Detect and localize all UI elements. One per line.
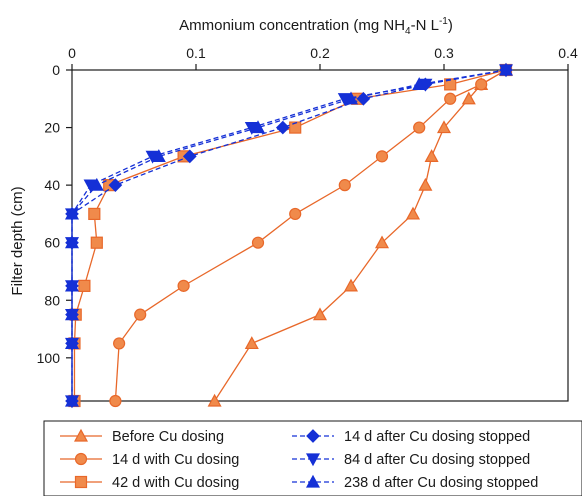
legend-item: 42 d with Cu dosing [60, 475, 239, 491]
data-point [78, 279, 91, 292]
y-tick-label: 0 [52, 62, 60, 78]
data-point [109, 394, 122, 408]
series-4 [65, 63, 513, 408]
series-line [71, 69, 507, 401]
data-point [413, 121, 426, 134]
series-2 [109, 63, 513, 408]
data-point [475, 78, 488, 91]
series-line [114, 69, 507, 402]
y-tick-label: 40 [44, 177, 60, 193]
legend-label: Before Cu dosing [112, 429, 224, 445]
data-point [343, 278, 359, 292]
legend-label: 84 d after Cu dosing stopped [344, 452, 530, 468]
legend-item: 84 d after Cu dosing stopped [292, 452, 530, 468]
data-point [375, 150, 389, 163]
legend-item: 14 d after Cu dosing stopped [292, 429, 530, 445]
legend-marker [306, 429, 320, 443]
data-point [461, 91, 476, 105]
series-line [73, 69, 507, 401]
data-point [312, 307, 328, 321]
series-line [214, 69, 507, 402]
x-tick-label: 0.3 [434, 45, 454, 61]
data-point [89, 177, 104, 191]
data-point [405, 206, 421, 220]
data-point [498, 62, 514, 76]
data-point [64, 235, 80, 249]
series-1 [207, 62, 514, 407]
legend: Before Cu dosing 14 d with Cu dosing 42 d … [43, 420, 582, 496]
x-tick-label: 0.2 [310, 45, 330, 61]
data-point [424, 149, 439, 162]
legend-label: 14 d after Cu dosing stopped [344, 429, 530, 445]
data-point [251, 236, 265, 249]
data-point [182, 149, 197, 164]
data-point [64, 393, 80, 407]
data-point [418, 177, 433, 191]
y-tick-label: 20 [44, 120, 60, 136]
data-point [338, 179, 351, 192]
legend-marker [73, 428, 89, 442]
data-point [88, 207, 101, 221]
data-point [113, 337, 126, 350]
data-point [134, 308, 147, 321]
plot-area: 0 0.1 0.2 0.3 0.4 0 20 40 60 80 100 [37, 45, 578, 409]
series-5 [64, 64, 514, 409]
x-tick-label: 0.1 [186, 45, 206, 61]
x-tick-label: 0.4 [558, 45, 578, 61]
data-point [412, 77, 427, 90]
legend-marker [305, 453, 321, 467]
data-point [64, 307, 80, 321]
legend-item: 238 d after Cu dosing stopped [292, 474, 538, 491]
legend-marker [74, 475, 88, 489]
legend-item: Before Cu dosing [60, 428, 224, 445]
data-point [90, 236, 103, 249]
legend-marker [74, 452, 88, 466]
y-axis-title: Filter depth (cm) [9, 186, 26, 295]
series-line [71, 69, 507, 401]
data-point [275, 120, 290, 135]
data-point [244, 336, 259, 350]
series-line [71, 69, 507, 401]
data-point [436, 120, 452, 134]
data-point [64, 336, 80, 350]
data-point [177, 279, 190, 292]
legend-marker [305, 474, 321, 488]
data-point [250, 120, 266, 134]
data-point [207, 393, 222, 407]
series-6 [64, 62, 514, 407]
x-tick-label: 0 [68, 45, 76, 61]
data-point [108, 178, 123, 192]
data-point [343, 91, 359, 105]
y-tick-label: 100 [37, 350, 61, 366]
data-point [289, 121, 302, 134]
data-point [444, 92, 457, 105]
legend-label: 238 d after Cu dosing stopped [344, 475, 538, 491]
data-point [289, 207, 302, 221]
data-point [64, 278, 80, 292]
data-point [151, 149, 166, 162]
y-tick-label: 80 [44, 292, 60, 308]
legend-label: 14 d with Cu dosing [112, 452, 239, 468]
legend-item: 14 d with Cu dosing [60, 452, 239, 468]
y-tick-label: 60 [44, 235, 60, 251]
plot-frame [71, 69, 569, 402]
x-axis-title: Ammonium concentration (mg NH4-N L-1) [179, 16, 453, 37]
legend-label: 42 d with Cu dosing [112, 475, 239, 491]
data-point [374, 235, 390, 249]
data-point [64, 206, 80, 220]
